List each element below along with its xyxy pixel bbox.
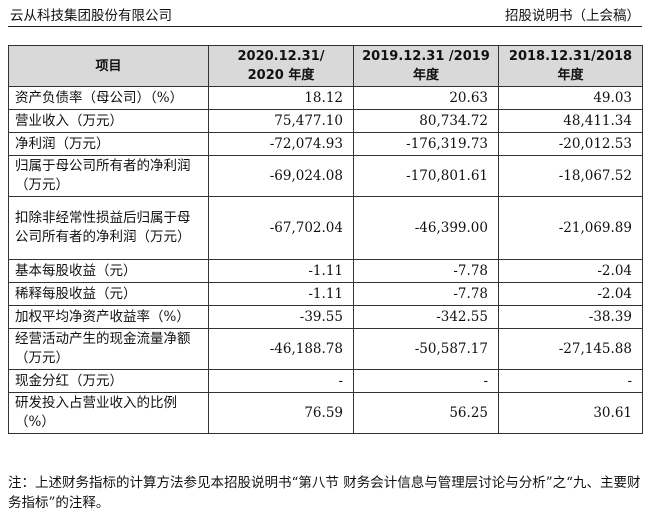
value-cell: -2.04	[498, 259, 643, 283]
row-label: 基本每股收益（元）	[8, 259, 209, 283]
column-header-2019: 2019.12.31 /2019 年度	[353, 45, 499, 87]
table-footnote: 注：上述财务指标的计算方法参见本招股说明书“第八节 财务会计信息与管理层讨论与分…	[8, 475, 641, 511]
value-cell: -50,587.17	[353, 328, 499, 370]
value-cell: -1.11	[208, 282, 354, 306]
value-cell: -27,145.88	[498, 328, 643, 370]
table-header-row: 项目 2020.12.31/ 2020 年度 2019.12.31 /2019 …	[8, 45, 643, 87]
row-label: 加权平均净资产收益率（%）	[8, 305, 209, 329]
column-header-2018: 2018.12.31/2018 年度	[498, 45, 643, 87]
column-header-line2: 年度	[557, 68, 584, 83]
value-cell: 20.63	[353, 86, 499, 110]
table-row: 研发投入占营业收入的比例（%） 76.59 56.25 30.61	[8, 392, 643, 434]
table-row: 稀释每股收益（元） -1.11 -7.78 -2.04	[8, 282, 643, 306]
value-cell: -2.04	[498, 282, 643, 306]
value-cell: -18,067.52	[498, 155, 643, 197]
row-label: 稀释每股收益（元）	[8, 282, 209, 306]
table-row: 营业收入（万元） 75,477.10 80,734.72 48,411.34	[8, 109, 643, 133]
table-row: 加权平均净资产收益率（%） -39.55 -342.55 -38.39	[8, 305, 643, 329]
table-row: 经营活动产生的现金流量净额（万元） -46,188.78 -50,587.17 -27…	[8, 328, 643, 370]
row-label: 经营活动产生的现金流量净额（万元）	[8, 328, 209, 370]
value-cell: -38.39	[498, 305, 643, 329]
value-cell: -7.78	[353, 259, 499, 283]
row-label: 归属于母公司所有者的净利润（万元）	[8, 155, 209, 197]
value-cell: 30.61	[498, 392, 643, 434]
value-cell: 80,734.72	[353, 109, 499, 133]
value-cell: -176,319.73	[353, 132, 499, 156]
value-cell: -	[498, 369, 643, 393]
company-name: 云从科技集团股份有限公司	[10, 8, 172, 24]
value-cell: -170,801.61	[353, 155, 499, 197]
document-title: 招股说明书（上会稿）	[505, 8, 640, 24]
table-row: 净利润（万元） -72,074.93 -176,319.73 -20,012.53	[8, 132, 643, 156]
value-cell: -	[208, 369, 354, 393]
column-header-2020: 2020.12.31/ 2020 年度	[208, 45, 354, 87]
row-label: 净利润（万元）	[8, 132, 209, 156]
column-header-line2: 年度	[412, 68, 439, 83]
column-header-item: 项目	[8, 45, 209, 87]
value-cell: -46,188.78	[208, 328, 354, 370]
value-cell: 18.12	[208, 86, 354, 110]
row-label: 营业收入（万元）	[8, 109, 209, 133]
value-cell: -	[353, 369, 499, 393]
value-cell: -69,024.08	[208, 155, 354, 197]
value-cell: -7.78	[353, 282, 499, 306]
row-label: 资产负债率（母公司）（%）	[8, 86, 209, 110]
column-header-line1: 2018.12.31/2018	[508, 49, 633, 64]
value-cell: -1.11	[208, 259, 354, 283]
table-row: 基本每股收益（元） -1.11 -7.78 -2.04	[8, 259, 643, 283]
value-cell: -342.55	[353, 305, 499, 329]
table-row: 扣除非经常性损益后归属于母公司所有者的净利润（万元） -67,702.04 -46,…	[8, 196, 643, 260]
column-header-line1: 2019.12.31 /2019	[362, 49, 490, 64]
value-cell: -20,012.53	[498, 132, 643, 156]
row-label: 扣除非经常性损益后归属于母公司所有者的净利润（万元）	[8, 196, 209, 260]
table-body: 资产负债率（母公司）（%） 18.12 20.63 49.03 营业收入（万元） 75,4…	[8, 86, 643, 434]
row-label: 研发投入占营业收入的比例（%）	[8, 392, 209, 434]
table-row: 资产负债率（母公司）（%） 18.12 20.63 49.03	[8, 86, 643, 110]
row-label: 现金分红（万元）	[8, 369, 209, 393]
value-cell: -39.55	[208, 305, 354, 329]
value-cell: -21,069.89	[498, 196, 643, 260]
value-cell: 48,411.34	[498, 109, 643, 133]
table-row: 现金分红（万元） - - -	[8, 369, 643, 393]
table-row: 归属于母公司所有者的净利润（万元） -69,024.08 -170,801.61 -1…	[8, 155, 643, 197]
value-cell: -67,702.04	[208, 196, 354, 260]
value-cell: 56.25	[353, 392, 499, 434]
value-cell: 75,477.10	[208, 109, 354, 133]
financial-indicators-table: 项目 2020.12.31/ 2020 年度 2019.12.31 /2019 …	[8, 45, 643, 434]
column-header-line2: 2020 年度	[247, 68, 315, 83]
value-cell: 49.03	[498, 86, 643, 110]
column-header-line1: 2020.12.31/	[237, 49, 325, 64]
value-cell: 76.59	[208, 392, 354, 434]
value-cell: -46,399.00	[353, 196, 499, 260]
value-cell: -72,074.93	[208, 132, 354, 156]
page-header: 云从科技集团股份有限公司 招股说明书（上会稿）	[8, 0, 642, 27]
column-header-text: 项目	[95, 58, 122, 74]
